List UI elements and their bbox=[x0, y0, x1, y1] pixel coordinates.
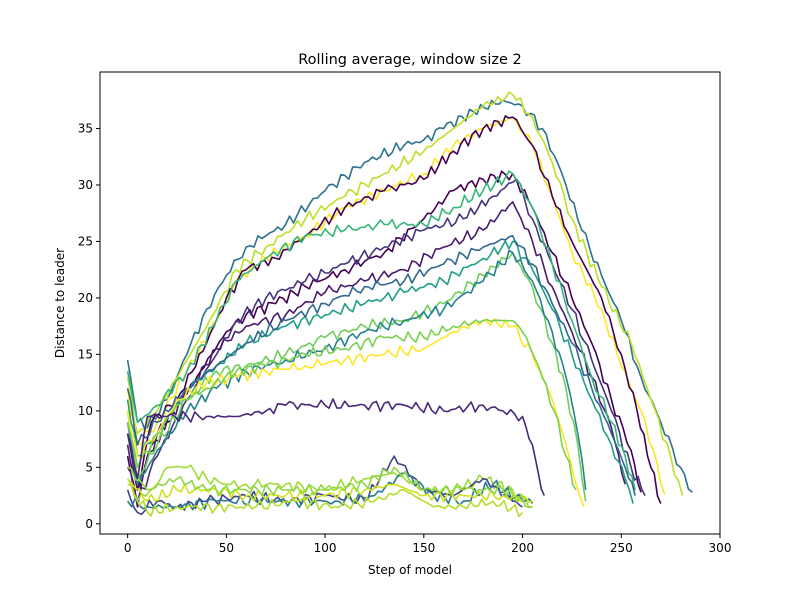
x-tick-label: 100 bbox=[314, 541, 337, 555]
x-tick-label: 300 bbox=[709, 541, 732, 555]
x-tick-label: 200 bbox=[511, 541, 534, 555]
series-line bbox=[126, 472, 534, 511]
series-line bbox=[126, 318, 585, 508]
x-tick-label: 250 bbox=[610, 541, 633, 555]
chart-title: Rolling average, window size 2 bbox=[298, 52, 522, 68]
y-axis-label: Distance to leader bbox=[53, 248, 67, 358]
y-tick-label: 20 bbox=[78, 291, 93, 305]
series-line bbox=[126, 115, 662, 504]
y-tick-label: 25 bbox=[78, 234, 93, 248]
series-line bbox=[126, 116, 666, 495]
plot-lines bbox=[126, 91, 693, 518]
series-line bbox=[126, 398, 546, 496]
y-tick-label: 10 bbox=[78, 404, 93, 418]
series-line bbox=[126, 91, 684, 496]
y-tick-label: 35 bbox=[78, 121, 93, 135]
series-line bbox=[126, 99, 693, 493]
y-tick-label: 0 bbox=[85, 517, 93, 531]
x-tick-label: 50 bbox=[219, 541, 234, 555]
x-axis: 0 50 100 150 200 250 300 bbox=[124, 534, 732, 555]
series-line bbox=[126, 464, 533, 508]
series-line bbox=[126, 455, 523, 516]
y-tick-label: 30 bbox=[78, 178, 93, 192]
y-axis: 0 5 10 15 20 25 30 35 bbox=[78, 121, 100, 531]
series-line bbox=[126, 170, 636, 491]
plot-frame bbox=[99, 71, 721, 535]
series-line bbox=[126, 170, 642, 508]
series-line bbox=[126, 235, 636, 496]
series-line bbox=[126, 201, 626, 491]
series-line bbox=[126, 178, 646, 502]
y-tick-label: 5 bbox=[85, 460, 93, 474]
series-line bbox=[127, 483, 524, 518]
x-tick-label: 0 bbox=[124, 541, 132, 555]
x-axis-label: Step of model bbox=[368, 563, 452, 577]
series-line bbox=[126, 249, 587, 490]
y-tick-label: 15 bbox=[78, 347, 93, 361]
x-tick-label: 150 bbox=[412, 541, 435, 555]
series-line bbox=[126, 318, 577, 491]
series-line bbox=[127, 466, 533, 509]
